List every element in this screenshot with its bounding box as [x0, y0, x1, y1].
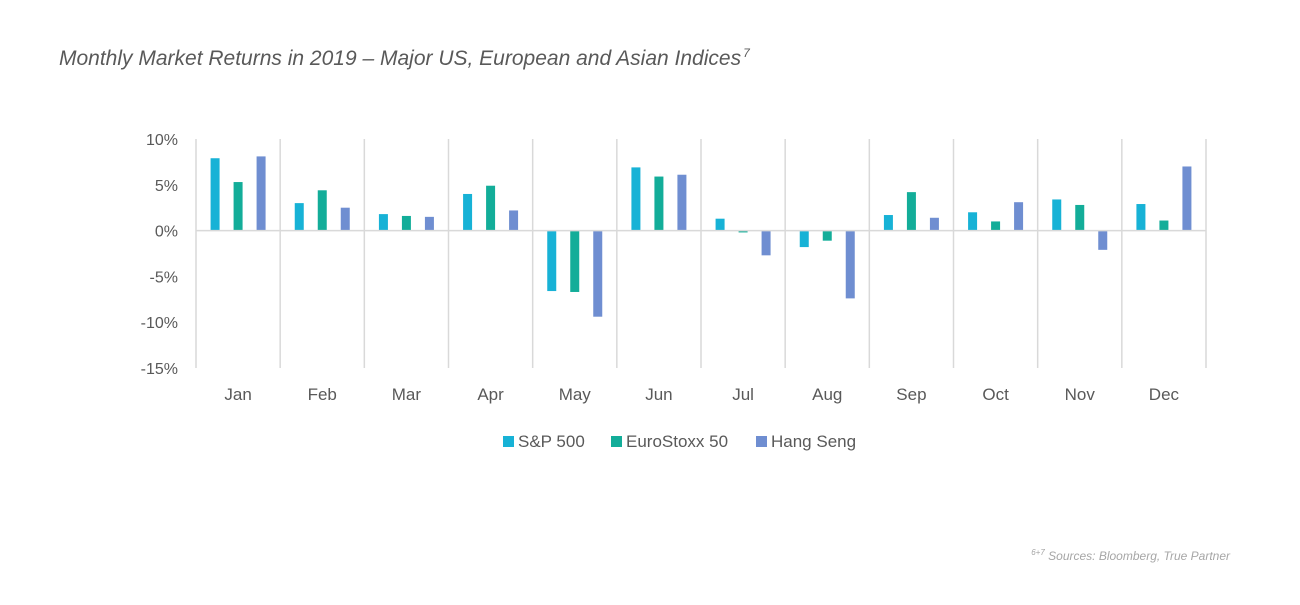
chart-title: Monthly Market Returns in 2019 – Major U…	[59, 46, 750, 71]
bar	[929, 217, 939, 231]
x-tick-label: May	[559, 385, 592, 404]
bar	[210, 158, 220, 231]
bar	[677, 174, 687, 231]
x-tick-label: Nov	[1065, 385, 1096, 404]
bar	[256, 156, 266, 231]
bar	[1159, 220, 1169, 231]
bar	[509, 210, 519, 231]
bar	[547, 230, 557, 292]
bar	[378, 214, 388, 231]
bar	[294, 203, 304, 231]
y-tick-label: 5%	[155, 178, 178, 195]
y-tick-label: 0%	[155, 224, 178, 241]
bar	[845, 230, 855, 299]
bar	[738, 230, 748, 233]
bar	[883, 215, 893, 231]
x-tick-label: Jun	[645, 385, 672, 404]
bar	[906, 192, 916, 231]
bar	[1075, 204, 1085, 231]
chart-title-text: Monthly Market Returns in 2019 – Major U…	[59, 47, 742, 70]
y-tick-label: -5%	[150, 269, 178, 286]
x-tick-label: Aug	[812, 385, 842, 404]
bar	[401, 215, 411, 231]
bar	[631, 167, 641, 231]
legend: S&P 500 EuroStoxx 50 Hang Seng	[503, 432, 856, 451]
bar	[1182, 166, 1192, 231]
bar	[654, 176, 664, 231]
bar	[570, 230, 580, 292]
y-tick-label: 10%	[146, 132, 178, 149]
legend-swatch	[503, 436, 514, 447]
source-mark: 6+7	[1031, 548, 1045, 557]
bar	[1014, 202, 1024, 231]
bar	[822, 230, 832, 241]
bar	[968, 212, 978, 231]
bar	[486, 185, 496, 231]
title-footnote-mark: 7	[743, 46, 750, 60]
source-note: 6+7 Sources: Bloomberg, True Partner	[1031, 548, 1230, 563]
legend-swatch	[611, 436, 622, 447]
legend-label: Hang Seng	[771, 432, 856, 451]
bar	[233, 182, 243, 231]
bar	[1098, 230, 1108, 250]
x-tick-label: Sep	[896, 385, 926, 404]
bar	[424, 216, 434, 231]
x-tick-label: Mar	[392, 385, 422, 404]
y-tick-label: -15%	[141, 361, 178, 378]
x-tick-label: Apr	[477, 385, 504, 404]
legend-label: S&P 500	[518, 432, 585, 451]
y-tick-label: -10%	[141, 315, 178, 332]
bar	[1052, 199, 1062, 231]
x-tick-label: Feb	[308, 385, 337, 404]
bar	[593, 230, 603, 317]
x-tick-label: Jan	[224, 385, 251, 404]
legend-swatch	[756, 436, 767, 447]
source-text: Sources: Bloomberg, True Partner	[1048, 549, 1230, 563]
x-tick-label: Oct	[982, 385, 1009, 404]
x-axis: Jan Feb Mar Apr May Jun Jul Aug Sep Oct Nov Dec	[224, 385, 1179, 404]
y-axis: 10% 5% 0% -5% -10% -15%	[141, 132, 178, 378]
bars-layer	[210, 156, 1192, 317]
bar	[715, 218, 725, 231]
bar	[761, 230, 771, 256]
grid-layer	[195, 139, 1207, 368]
bar	[1136, 204, 1146, 231]
bar	[799, 230, 809, 248]
bar	[340, 207, 350, 231]
x-tick-label: Jul	[732, 385, 754, 404]
x-tick-label: Dec	[1149, 385, 1180, 404]
bar	[317, 190, 327, 231]
bar	[991, 221, 1001, 231]
bar	[463, 193, 473, 231]
legend-label: EuroStoxx 50	[626, 432, 728, 451]
